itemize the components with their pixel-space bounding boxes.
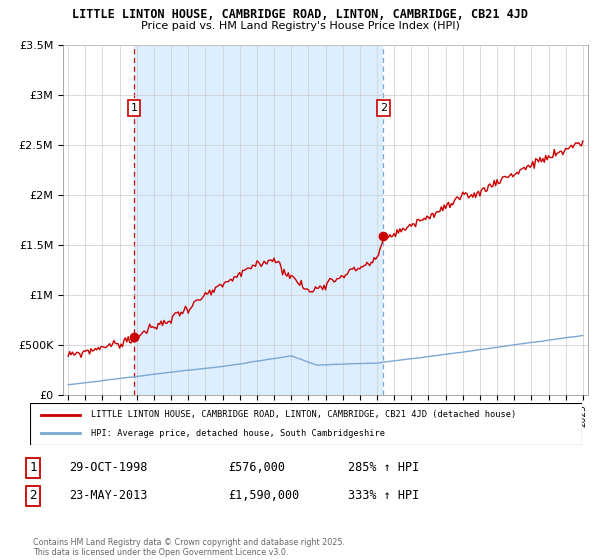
Text: 285% ↑ HPI: 285% ↑ HPI <box>348 461 419 474</box>
Text: Contains HM Land Registry data © Crown copyright and database right 2025.
This d: Contains HM Land Registry data © Crown c… <box>33 538 345 557</box>
Text: Price paid vs. HM Land Registry's House Price Index (HPI): Price paid vs. HM Land Registry's House … <box>140 21 460 31</box>
Text: 2: 2 <box>29 489 37 502</box>
Text: £1,590,000: £1,590,000 <box>228 489 299 502</box>
Text: HPI: Average price, detached house, South Cambridgeshire: HPI: Average price, detached house, Sout… <box>91 429 385 438</box>
Bar <box>134 45 383 395</box>
FancyBboxPatch shape <box>30 403 582 445</box>
Text: £576,000: £576,000 <box>228 461 285 474</box>
Text: 29-OCT-1998: 29-OCT-1998 <box>69 461 148 474</box>
Text: LITTLE LINTON HOUSE, CAMBRIDGE ROAD, LINTON, CAMBRIDGE, CB21 4JD (detached house: LITTLE LINTON HOUSE, CAMBRIDGE ROAD, LIN… <box>91 410 516 419</box>
Text: 2: 2 <box>380 103 387 113</box>
Text: 333% ↑ HPI: 333% ↑ HPI <box>348 489 419 502</box>
Text: 1: 1 <box>130 103 137 113</box>
Text: 1: 1 <box>29 461 37 474</box>
Text: 23-MAY-2013: 23-MAY-2013 <box>69 489 148 502</box>
Text: LITTLE LINTON HOUSE, CAMBRIDGE ROAD, LINTON, CAMBRIDGE, CB21 4JD: LITTLE LINTON HOUSE, CAMBRIDGE ROAD, LIN… <box>72 8 528 21</box>
